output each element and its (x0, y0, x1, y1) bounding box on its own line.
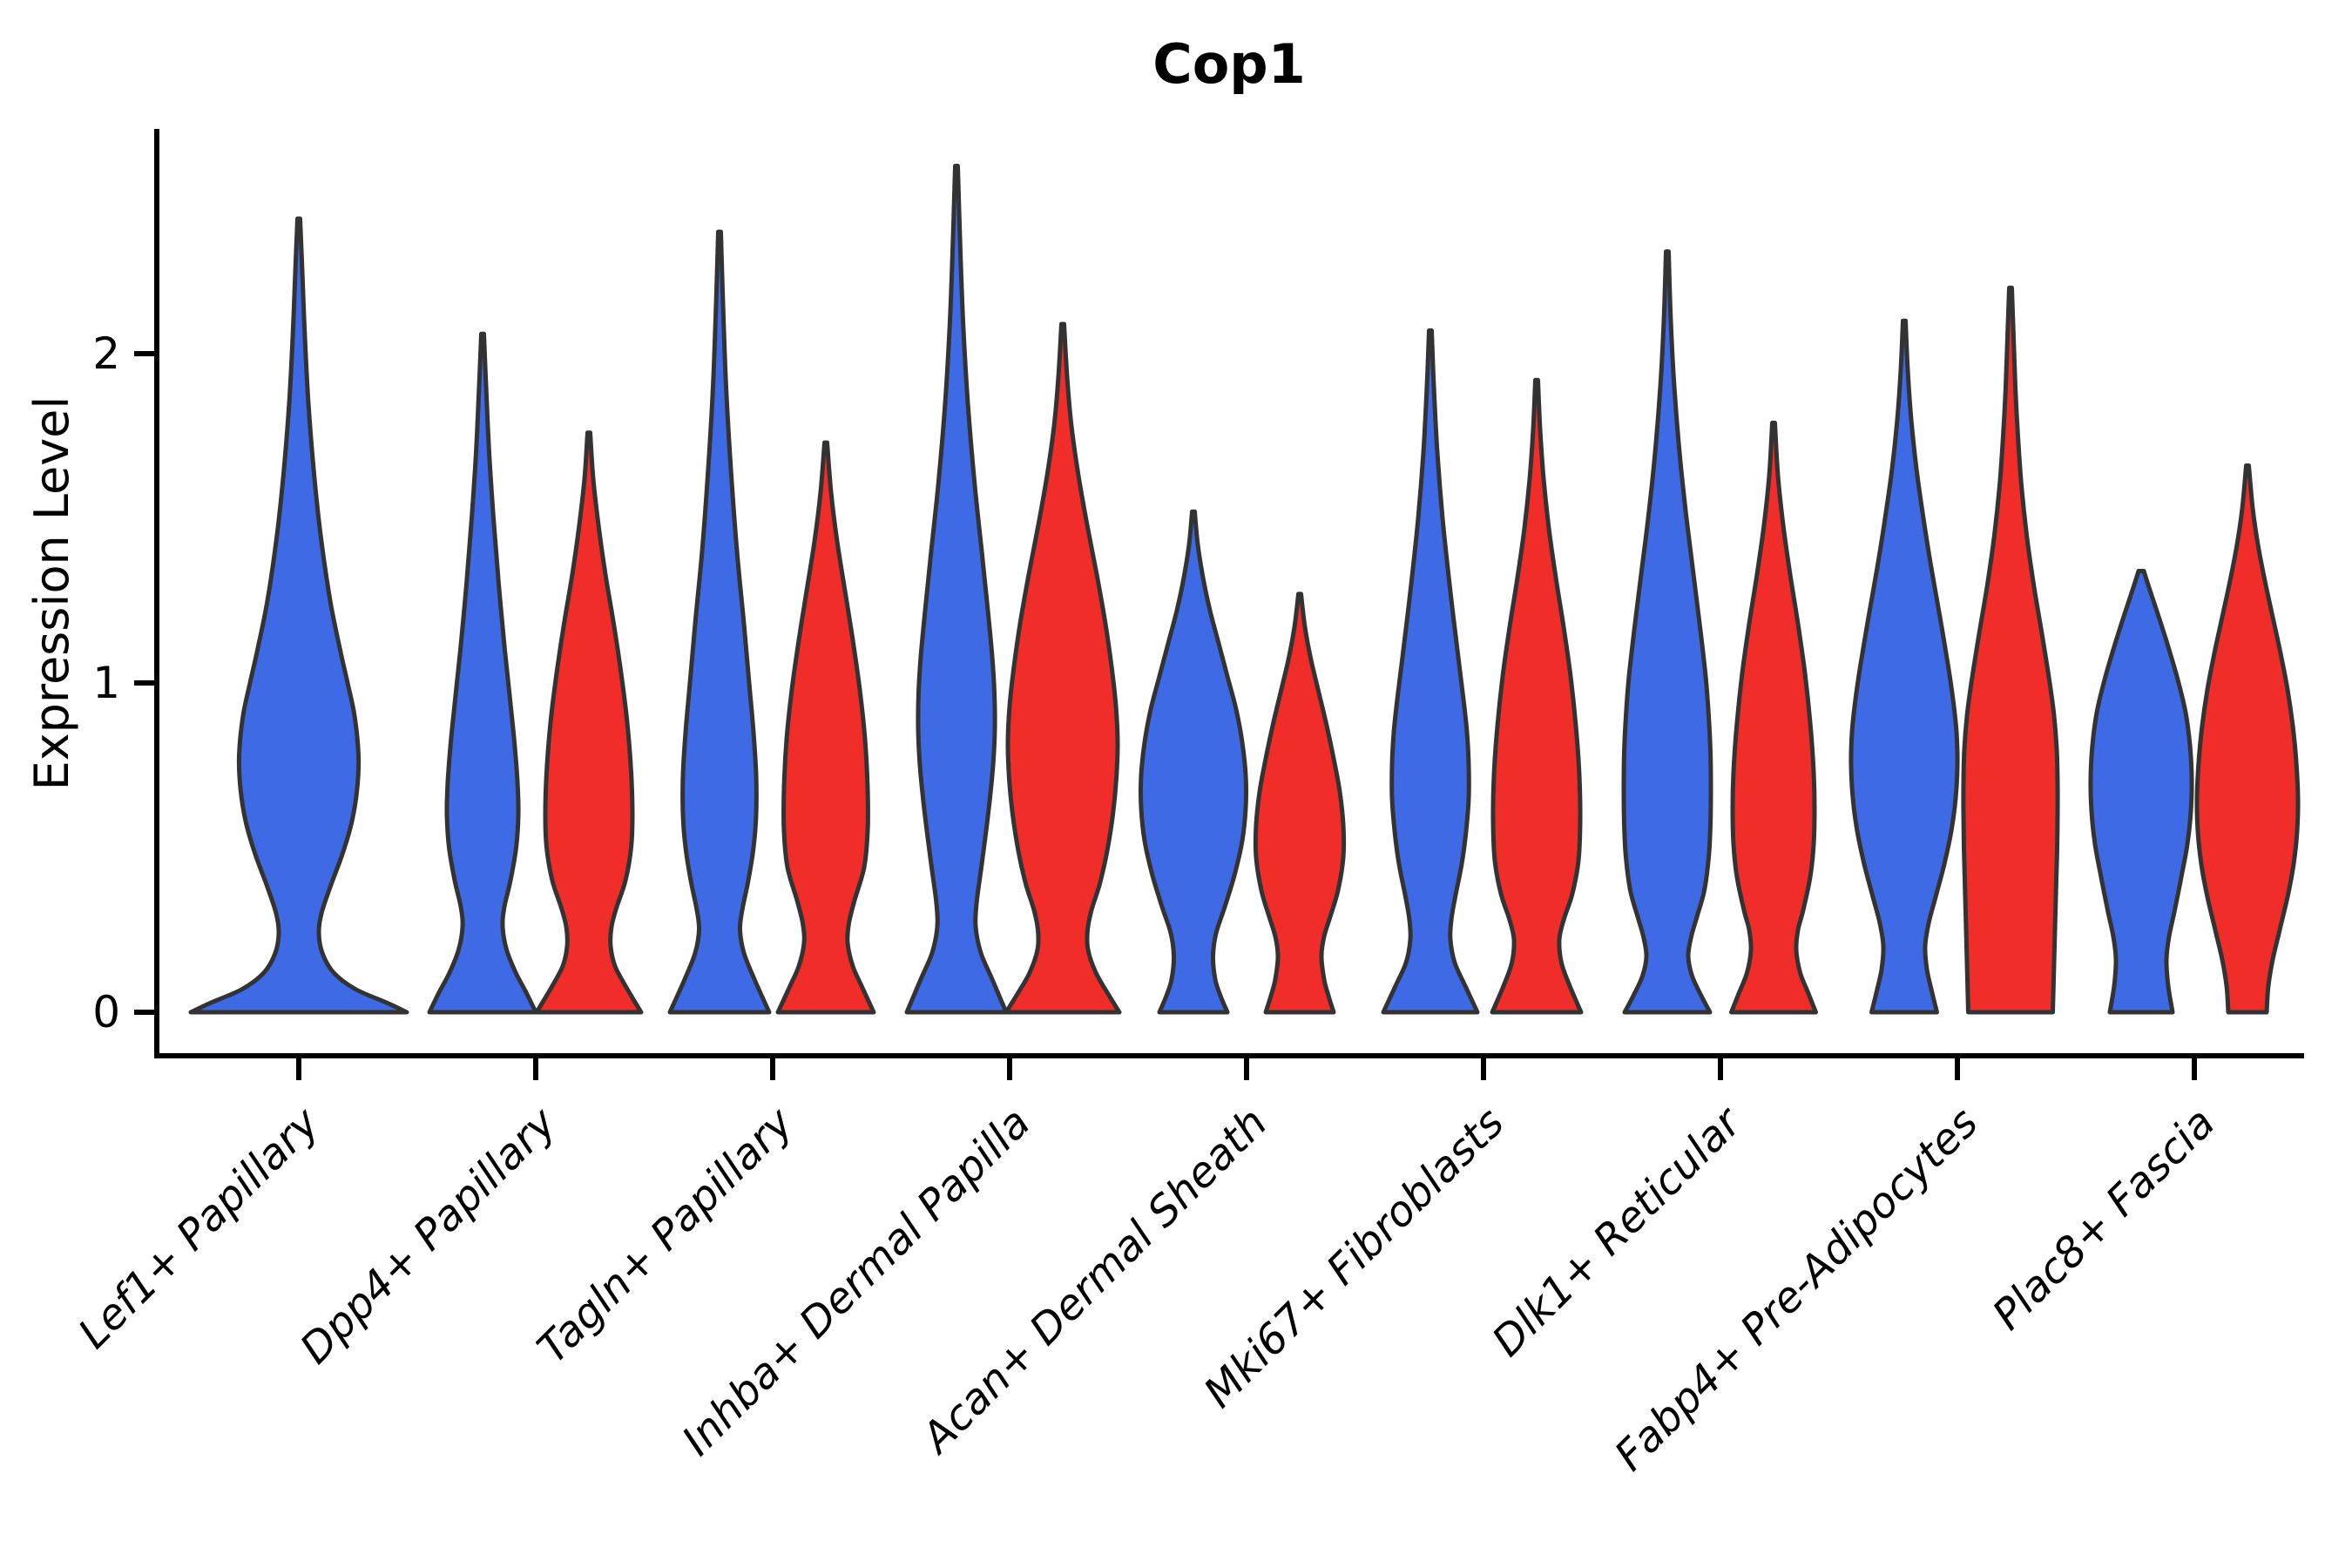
violin-dlk1-reticular-red (1729, 420, 1818, 1015)
violin-tagln-papillary-red (775, 440, 876, 1015)
y-tick-label: 1 (92, 658, 120, 708)
y-axis-label: Expression Level (24, 396, 79, 791)
violin-dpp4-papillary-blue (427, 331, 538, 1015)
violin-dlk1-reticular-blue (1621, 249, 1713, 1015)
violin-lef1-papillary-blue (188, 216, 409, 1015)
y-axis-ticks: 0 1 2 (92, 328, 157, 1037)
y-tick-label: 2 (92, 328, 120, 379)
x-tick-label-tagln-papillary: Tagln+ Papillary (528, 1098, 803, 1373)
violin-dpp4-papillary-red (534, 430, 644, 1015)
violin-inhba-dermal-papilla-blue (904, 164, 1009, 1015)
chart-title: Cop1 (1152, 32, 1306, 96)
violin-fabp4-pre-adipocytes-red (1961, 285, 2060, 1015)
violin-inhba-dermal-papilla-red (1004, 321, 1122, 1015)
violins-layer (188, 164, 2301, 1015)
violin-plac8-fascia-red (2194, 463, 2301, 1015)
violin-tagln-papillary-blue (667, 229, 772, 1015)
violin-fabp4-pre-adipocytes-blue (1848, 318, 1960, 1015)
violin-acan-dermal-sheath-red (1253, 591, 1347, 1015)
violin-plac8-fascia-blue (2088, 569, 2194, 1015)
x-tick-label-lef1-papillary: Lef1+ Papillary (69, 1098, 329, 1358)
y-tick-label: 0 (92, 987, 120, 1037)
violin-mki67-fibroblasts-red (1490, 377, 1584, 1015)
violin-acan-dermal-sheath-blue (1138, 509, 1249, 1015)
violin-mki67-fibroblasts-blue (1381, 328, 1480, 1015)
x-tick-label-dpp4-papillary: Dpp4+ Papillary (291, 1098, 566, 1373)
x-tick-label-dlk1-reticular: Dlk1+ Reticular (1483, 1097, 1753, 1367)
x-tick-label-plac8-fascia: Plac8+ Fascia (1984, 1098, 2225, 1340)
